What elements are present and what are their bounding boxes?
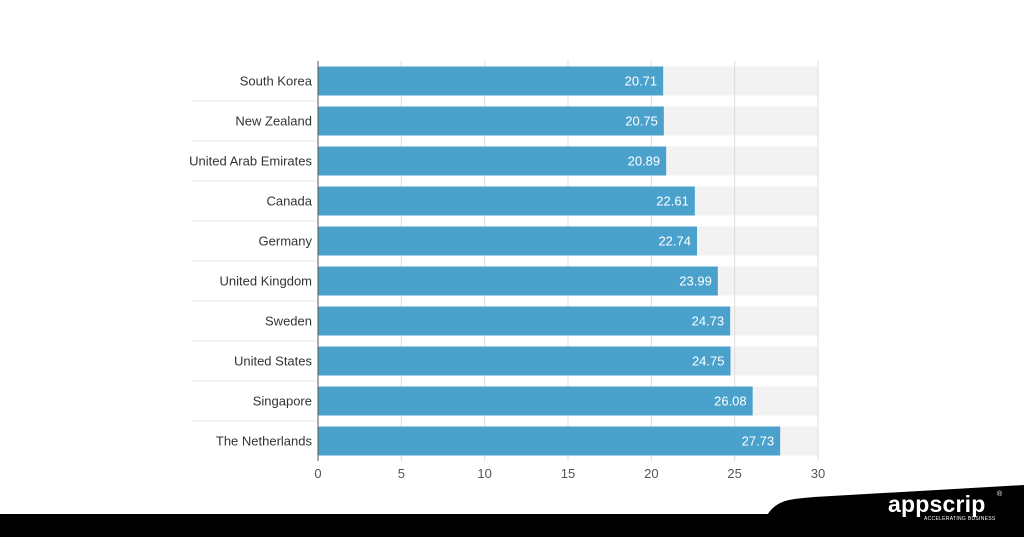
- x-tick-label: 30: [811, 466, 825, 481]
- bar: [318, 306, 731, 336]
- logo-tab-shape: [754, 485, 1024, 537]
- bar: [318, 266, 718, 296]
- category-label: The Netherlands: [216, 434, 313, 449]
- bar: [318, 146, 667, 176]
- value-label: 23.99: [679, 274, 712, 289]
- category-label: United Arab Emirates: [189, 154, 312, 169]
- category-label: New Zealand: [235, 114, 312, 129]
- x-tick-label: 15: [561, 466, 575, 481]
- category-label: United States: [234, 354, 313, 369]
- logo-tagline: ACCELERATING BUSINESS: [924, 516, 996, 522]
- x-tick-label: 10: [477, 466, 491, 481]
- logo-registered-mark: ®: [997, 491, 1003, 498]
- value-label: 24.75: [692, 354, 725, 369]
- value-label: 20.75: [625, 114, 658, 129]
- value-label: 22.61: [656, 194, 689, 209]
- category-label: Singapore: [253, 394, 312, 409]
- bar: [318, 226, 697, 256]
- bar: [318, 106, 664, 136]
- category-label: Germany: [259, 234, 313, 249]
- value-label: 22.74: [658, 234, 691, 249]
- x-tick-label: 0: [314, 466, 321, 481]
- bar: [318, 386, 753, 416]
- value-label: 24.73: [692, 314, 725, 329]
- value-label: 20.71: [625, 74, 658, 89]
- value-label: 27.73: [742, 434, 775, 449]
- x-tick-label: 20: [644, 466, 658, 481]
- bar: [318, 66, 664, 96]
- value-label: 26.08: [714, 394, 747, 409]
- logo-wordmark: appscrip: [888, 491, 986, 517]
- bar: [318, 186, 695, 216]
- value-label: 20.89: [628, 154, 661, 169]
- category-label: Canada: [266, 194, 312, 209]
- bar: [318, 346, 731, 376]
- bar: [318, 426, 781, 456]
- category-label: Sweden: [265, 314, 312, 329]
- category-label: South Korea: [240, 74, 313, 89]
- category-label: United Kingdom: [220, 274, 313, 289]
- appscrip-logo: appscrip ® ACCELERATING BUSINESS: [888, 491, 1004, 523]
- x-tick-label: 5: [398, 466, 405, 481]
- x-tick-label: 25: [727, 466, 741, 481]
